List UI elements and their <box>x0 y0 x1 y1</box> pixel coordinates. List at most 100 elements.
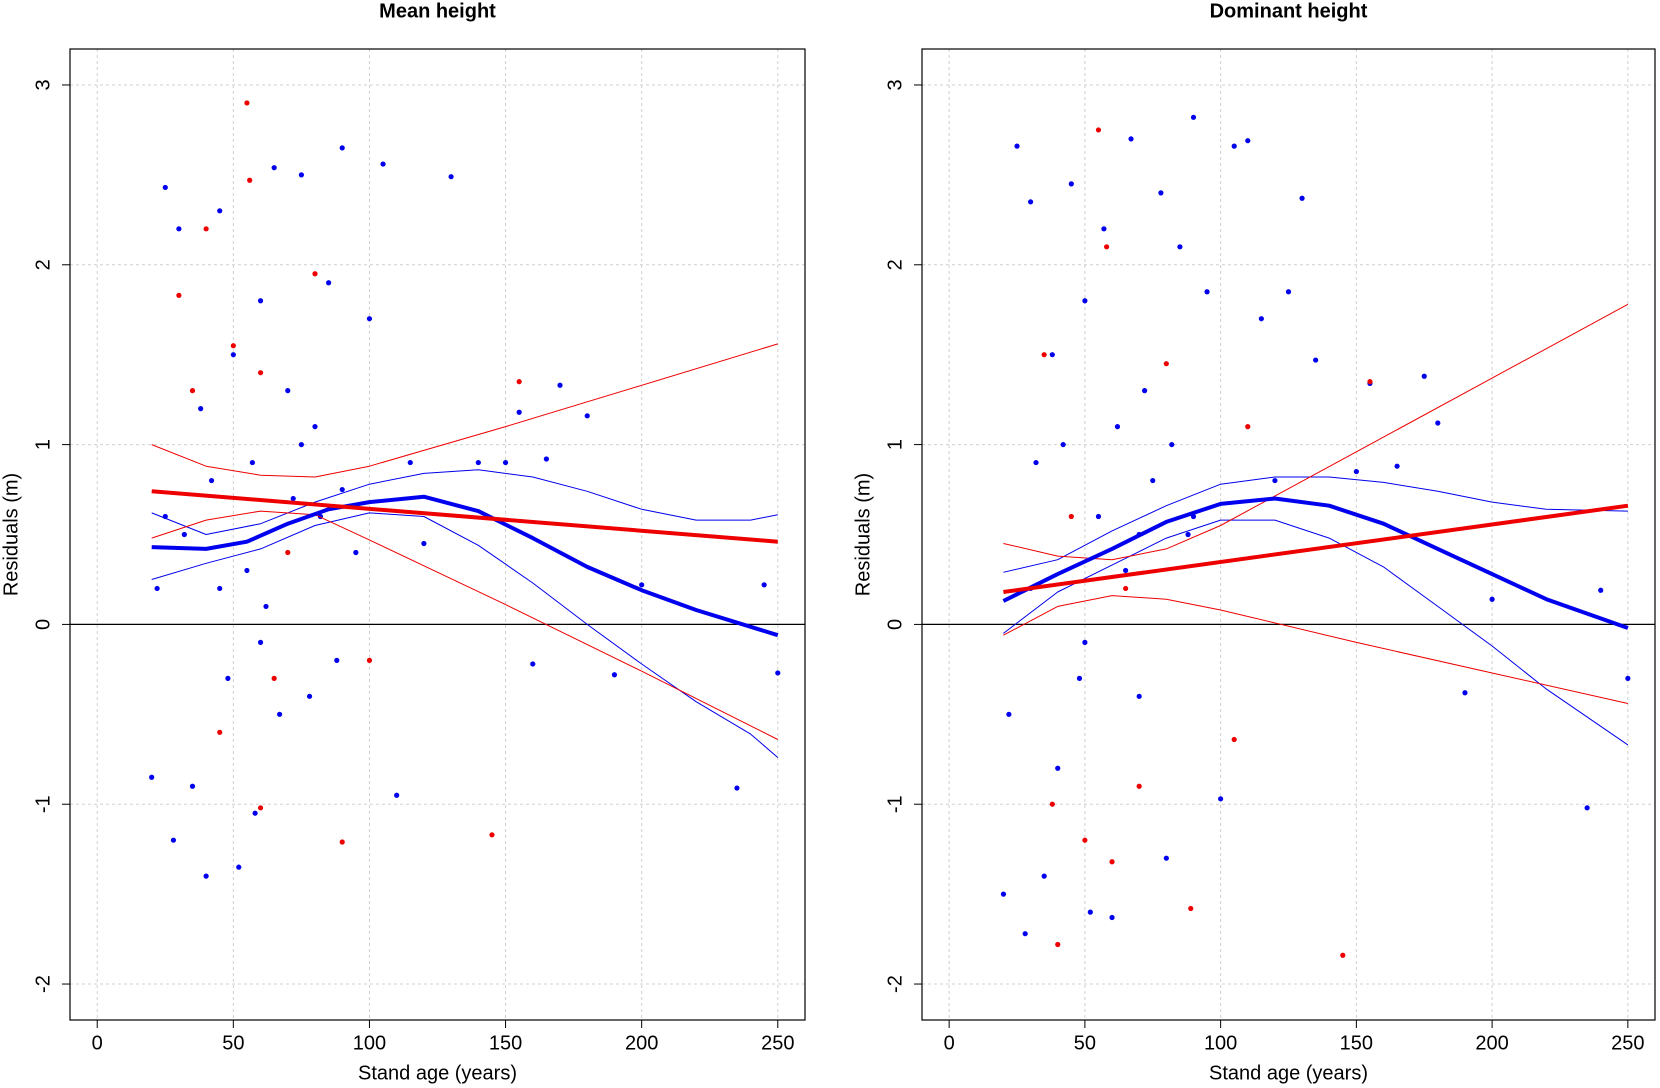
point <box>1109 859 1115 865</box>
point <box>1087 909 1093 915</box>
point <box>1033 459 1039 466</box>
point <box>366 657 373 663</box>
point <box>380 161 386 167</box>
chart-title: Dominant height <box>1210 0 1368 22</box>
point <box>1421 373 1427 379</box>
point <box>1598 587 1604 593</box>
point <box>1022 931 1028 937</box>
x-tick-label: 200 <box>1475 1032 1508 1054</box>
y-tick-label: 2 <box>32 259 54 270</box>
point <box>734 785 740 791</box>
point <box>290 495 296 502</box>
point <box>1313 357 1319 363</box>
point <box>1163 855 1169 861</box>
point <box>326 280 332 286</box>
y-tick-label: 1 <box>884 439 906 450</box>
y-tick-label: 0 <box>884 619 906 630</box>
point <box>176 226 182 232</box>
x-tick-label: 250 <box>761 1032 794 1054</box>
x-tick-label: 50 <box>1074 1032 1096 1054</box>
x-tick-label: 50 <box>222 1032 244 1054</box>
point <box>277 711 283 717</box>
point <box>1218 796 1224 802</box>
point <box>366 316 373 322</box>
point <box>1163 361 1169 367</box>
point <box>230 352 236 358</box>
point <box>1136 693 1142 699</box>
y-axis-label: Residuals (m) <box>852 473 874 596</box>
y-axis-label: Residuals (m) <box>0 473 22 596</box>
fit-line <box>151 510 779 740</box>
point <box>1367 379 1373 385</box>
point <box>502 459 509 466</box>
point <box>1340 952 1346 958</box>
y-tick-label: 3 <box>32 79 54 90</box>
point <box>1272 477 1278 484</box>
point <box>252 810 258 816</box>
point <box>1394 463 1400 469</box>
point <box>1188 905 1194 912</box>
point <box>639 582 645 588</box>
point <box>1245 424 1251 430</box>
point <box>1231 143 1237 149</box>
x-tick-label: 150 <box>1340 1032 1373 1054</box>
fit-line <box>1003 519 1629 746</box>
point <box>285 549 291 556</box>
point <box>1142 388 1148 394</box>
fit-line <box>1003 303 1629 561</box>
point <box>1204 289 1210 295</box>
point <box>263 603 269 610</box>
point <box>1123 585 1129 592</box>
x-axis-label: Stand age (years) <box>1209 1062 1368 1084</box>
x-axis-label: Stand age (years) <box>358 1062 517 1084</box>
point <box>1049 352 1055 358</box>
point <box>198 406 204 412</box>
fit-line <box>151 469 778 535</box>
point <box>516 379 522 385</box>
point <box>217 208 223 214</box>
point <box>1258 316 1264 322</box>
point <box>1136 783 1142 789</box>
y-tick-label: -1 <box>32 795 54 813</box>
point <box>557 382 563 388</box>
point <box>1095 127 1102 133</box>
point <box>176 292 182 298</box>
point <box>1076 675 1083 681</box>
point <box>1000 891 1007 897</box>
y-tick-label: -2 <box>884 975 906 993</box>
fit-line <box>1003 595 1629 704</box>
point <box>247 177 253 183</box>
point <box>448 174 454 180</box>
point <box>1177 244 1183 250</box>
point <box>1231 736 1237 743</box>
point <box>1101 226 1107 232</box>
y-tick-label: -2 <box>32 975 54 993</box>
point <box>1068 513 1074 520</box>
point <box>1109 914 1115 921</box>
point <box>1299 195 1305 201</box>
point <box>203 226 209 232</box>
point <box>489 832 495 838</box>
point <box>394 792 400 798</box>
point <box>162 184 168 191</box>
point <box>306 693 313 699</box>
y-tick-label: 0 <box>32 619 54 630</box>
point <box>189 388 196 394</box>
point <box>775 670 781 676</box>
point <box>1027 199 1034 205</box>
fit-line <box>151 512 779 758</box>
point <box>1114 424 1121 430</box>
point <box>1082 298 1088 304</box>
fit-line <box>1003 503 1629 594</box>
x-tick-label: 250 <box>1611 1032 1644 1054</box>
point <box>244 100 250 106</box>
point <box>1068 181 1074 187</box>
y-tick-label: -1 <box>884 795 906 813</box>
x-tick-label: 100 <box>353 1032 386 1054</box>
point <box>475 459 481 466</box>
point <box>1041 352 1047 358</box>
point <box>230 343 236 349</box>
point <box>257 639 264 645</box>
y-tick-label: 2 <box>884 259 906 270</box>
